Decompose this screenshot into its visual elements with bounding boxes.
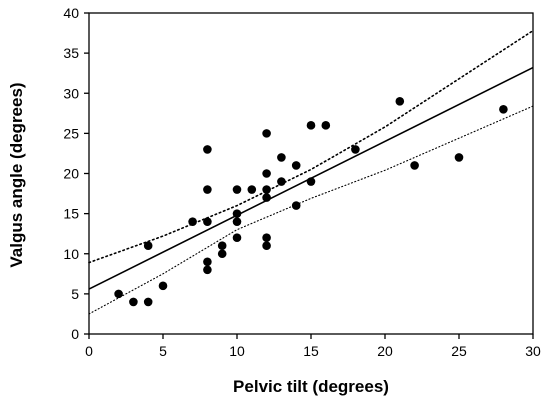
- data-point: [217, 241, 227, 251]
- x-tick-label: 15: [303, 343, 319, 359]
- data-point: [114, 289, 123, 299]
- data-point: [321, 121, 331, 130]
- data-point: [143, 241, 153, 251]
- data-point: [247, 185, 257, 194]
- data-point: [232, 233, 242, 242]
- y-tick-label: 0: [71, 326, 79, 342]
- x-axis-title: Pelvic tilt (degrees): [233, 377, 389, 396]
- y-tick-label: 35: [63, 45, 79, 61]
- x-tick-label: 0: [85, 343, 93, 359]
- data-point: [291, 201, 301, 210]
- data-point: [262, 169, 271, 178]
- axes-layer: 0 5 10 15 20 25 30 0 5 10 15 20 25 30 35 40: [63, 5, 541, 359]
- x-tick-label: 5: [159, 343, 167, 359]
- data-point: [277, 177, 286, 186]
- y-tick-label: 25: [63, 125, 79, 141]
- data-point: [499, 105, 508, 114]
- data-point: [232, 217, 242, 226]
- y-axis-title: Valgus angle (degrees): [7, 82, 26, 267]
- y-tick-label: 10: [63, 246, 79, 262]
- y-tick-label: 40: [63, 5, 79, 21]
- data-point: [143, 297, 153, 307]
- data-points-layer: [114, 96, 508, 307]
- y-tick-label: 30: [63, 85, 79, 101]
- data-point: [262, 193, 271, 202]
- data-point: [306, 121, 316, 130]
- data-point: [306, 177, 316, 186]
- y-tick-label: 5: [71, 286, 79, 302]
- lower-confidence-band: [88, 105, 534, 315]
- data-point: [203, 185, 212, 194]
- data-point: [262, 185, 271, 194]
- x-tick-label: 25: [451, 343, 467, 359]
- data-point: [203, 145, 212, 154]
- data-point: [217, 249, 227, 259]
- y-tick-label: 15: [63, 206, 79, 222]
- data-point: [262, 241, 271, 251]
- data-point: [277, 153, 286, 162]
- data-point: [262, 129, 271, 138]
- data-point: [351, 145, 360, 154]
- data-point: [203, 265, 212, 275]
- x-tick-label: 10: [229, 343, 245, 359]
- data-point: [395, 96, 405, 106]
- data-point: [291, 161, 301, 170]
- data-point: [410, 161, 419, 170]
- data-point: [203, 257, 212, 267]
- data-point: [203, 217, 212, 226]
- x-tick-label: 20: [377, 343, 393, 359]
- data-point: [232, 185, 242, 194]
- plot-frame: [88, 12, 534, 335]
- x-tick-label: 30: [525, 343, 541, 359]
- fit-lines-layer: [88, 29, 534, 315]
- data-point: [232, 209, 242, 218]
- data-point: [158, 281, 168, 291]
- data-point: [129, 297, 138, 307]
- y-tick-label: 20: [63, 166, 79, 182]
- data-point: [188, 217, 197, 226]
- upper-confidence-band: [88, 29, 534, 264]
- data-point: [262, 233, 271, 242]
- data-point: [454, 153, 464, 162]
